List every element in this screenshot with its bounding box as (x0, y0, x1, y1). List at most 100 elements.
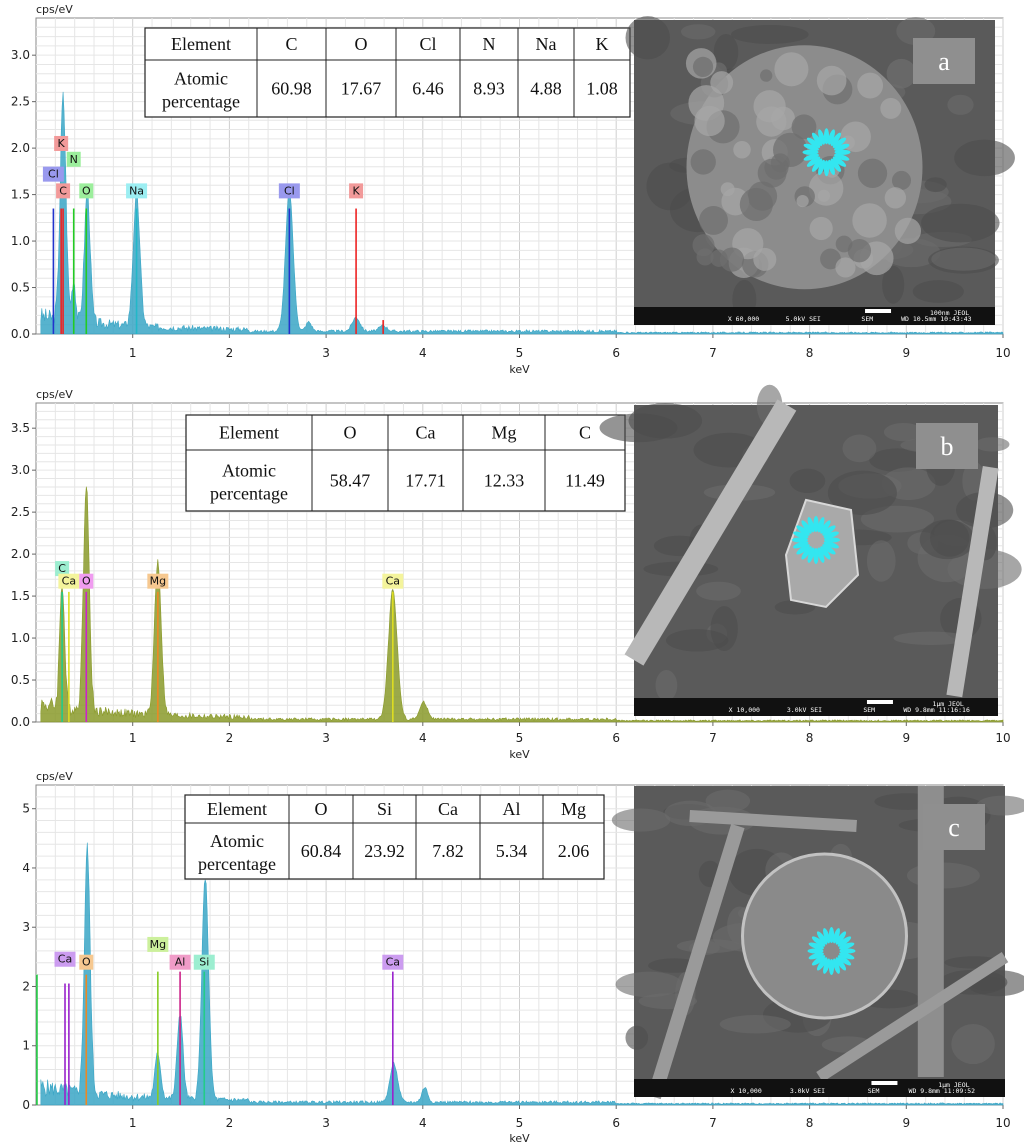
sem-particle-grain (880, 97, 902, 119)
table-element: Ca (416, 423, 436, 443)
x-tick-label: 3 (322, 346, 330, 360)
sem-texture (696, 581, 741, 601)
eds-spot-petal (839, 948, 856, 954)
marker-tag (79, 573, 94, 589)
spectrum-trace (40, 842, 1004, 1106)
sem-texture (655, 669, 678, 701)
marker-tag (79, 183, 94, 199)
eds-spot-petal (823, 531, 839, 539)
sem-particle-grain (796, 194, 809, 208)
sem-texture (866, 540, 896, 582)
table-frame (144, 27, 631, 118)
sem-scale-bar (866, 700, 893, 704)
sem-fiber (624, 399, 797, 666)
sem-magnification: X 10,000 (729, 706, 760, 714)
x-tick-label: 4 (419, 731, 427, 745)
eds-spot-petal (834, 153, 850, 161)
x-tick-label: 5 (516, 346, 524, 360)
x-tick-label: 5 (516, 731, 524, 745)
eds-spot-petal (835, 931, 847, 945)
table-element: N (483, 34, 496, 54)
eds-spot-marker (802, 128, 851, 177)
sem-info-bar (634, 307, 995, 325)
y-tick-label: 3.0 (11, 48, 30, 62)
sem-particle-grain (817, 189, 831, 202)
sem-fiber (689, 810, 857, 832)
sem-voltage: 3.0kV SEI (790, 1087, 825, 1095)
y-tick-label: 1.5 (11, 589, 30, 603)
x-tick-label: 2 (226, 1116, 234, 1130)
eds-spot-petal (828, 958, 835, 975)
sem-working-distance: WD 10.5mm 10:43:43 (901, 315, 972, 323)
x-tick-label: 10 (995, 1116, 1010, 1130)
sem-particle-grain (857, 158, 888, 188)
sem-voltage: 5.0kV SEI (786, 315, 821, 323)
eds-spot-petal (839, 952, 855, 960)
sem-working-distance: WD 9.8mm 11:09:52 (909, 1087, 976, 1095)
eds-spot-petal (801, 546, 812, 560)
sem-particle-grain (719, 247, 745, 272)
sem-texture (827, 470, 897, 515)
composition-table: Element Atomic percentage O 58.47 Ca 17.71 Mg 12… (185, 414, 626, 512)
y-axis-label: cps/eV (36, 388, 73, 401)
table-header-label: Element (207, 799, 267, 819)
eds-spot-petal (817, 547, 825, 563)
eds-spot-petal (793, 531, 809, 539)
sem-texture (882, 265, 905, 304)
eds-spot-petal (811, 955, 826, 966)
y-tick-label: 0.5 (11, 281, 30, 295)
eds-spot-petal (818, 159, 826, 176)
table-element: Cl (419, 34, 436, 54)
sem-particle-grain (808, 171, 844, 206)
marker-tag-label: N (70, 153, 78, 166)
sem-texture (947, 94, 974, 115)
sem-particle-grain (894, 217, 922, 245)
y-tick-label: 0 (22, 1098, 30, 1112)
sem-texture (883, 422, 924, 442)
sem-texture (951, 1023, 995, 1065)
eds-spot-petal (807, 517, 815, 533)
marker-tag-label: C (59, 184, 67, 197)
x-tick-label: 7 (709, 346, 717, 360)
sem-texture (680, 24, 716, 40)
sem-particle-grain (816, 65, 847, 96)
sem-particle-grain (857, 72, 884, 99)
marker-tag (54, 135, 69, 151)
y-tick-label: 1.0 (11, 234, 30, 248)
sem-particle-grain (753, 247, 777, 271)
x-axis-label: keV (509, 363, 530, 376)
marker-tag-label: Cl (284, 184, 295, 197)
eds-spot-petal (823, 128, 830, 145)
y-tick-label: 2.5 (11, 95, 30, 109)
marker-tag-label: Na (129, 184, 144, 197)
eds-spot-petal (816, 957, 828, 971)
sem-texture (893, 631, 969, 645)
eds-spot-marker (792, 515, 840, 564)
x-tick-label: 7 (709, 731, 717, 745)
sem-particle-grain (753, 90, 786, 123)
y-tick-label: 2.5 (11, 505, 30, 519)
eds-spot-petal (827, 159, 835, 176)
sem-scale-bar (871, 1081, 898, 1085)
eds-spot-petal (822, 544, 836, 555)
marker-tag (79, 954, 94, 970)
x-tick-label: 2 (226, 346, 234, 360)
sem-scale-label: 1μm JEOL (932, 700, 963, 708)
sem-magnification: X 10,000 (730, 1087, 761, 1095)
sem-working-distance: WD 9.8mm 11:16:16 (903, 706, 970, 714)
eds-spot-petal (806, 156, 821, 167)
y-tick-label: 0.0 (11, 715, 30, 729)
y-tick-label: 1 (22, 1039, 30, 1053)
sem-particle-grain (694, 105, 725, 137)
y-tick-label: 1.0 (11, 631, 30, 645)
x-tick-label: 4 (419, 346, 427, 360)
eds-spot-petal (796, 525, 810, 536)
x-tick-label: 7 (709, 1116, 717, 1130)
eds-spot-marker (807, 926, 856, 975)
table-element: Na (536, 34, 557, 54)
table-value: 23.92 (364, 841, 405, 861)
x-tick-label: 6 (612, 731, 620, 745)
spectrum-panel-b: 0.0 0.5 1.0 1.5 2.0 2.5 3.0 3.5 1 2 3 4 5 6 7 8 9 10 cps/e… (11, 384, 1022, 761)
marker-tag-label: Ca (62, 575, 76, 588)
